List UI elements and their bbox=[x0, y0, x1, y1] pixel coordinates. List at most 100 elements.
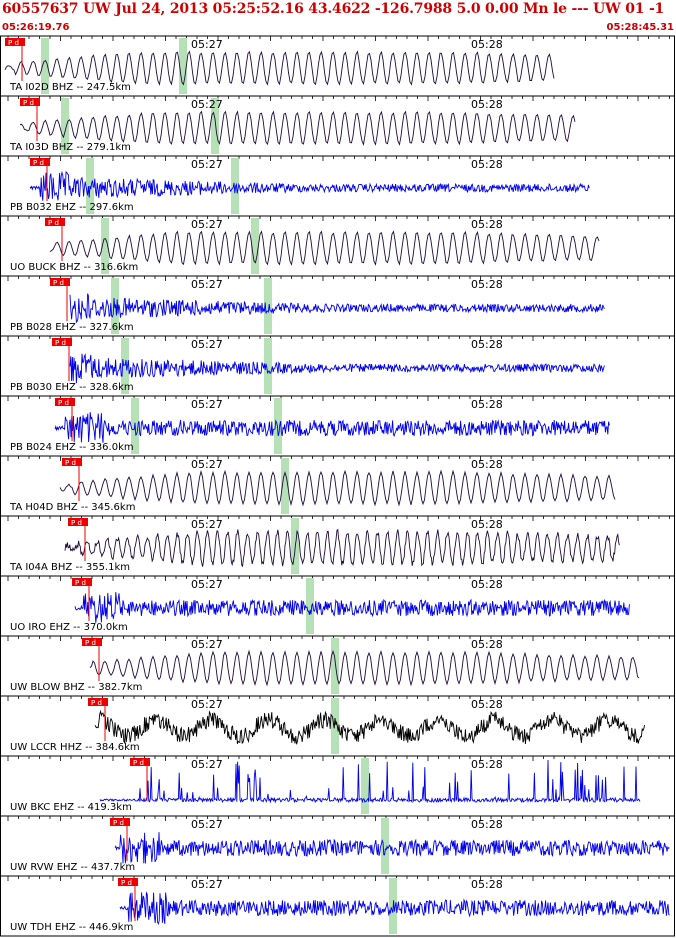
pick-box[interactable] bbox=[82, 638, 102, 646]
minute-label: 05:27 bbox=[191, 158, 223, 171]
minute-label: 05:28 bbox=[471, 878, 503, 891]
trace-panel: 05:27 05:28 P d UW BLOW BHZ -- 382.7km bbox=[0, 635, 675, 696]
window-start-time: 05:26:19.76 bbox=[2, 22, 70, 33]
phase-marker bbox=[101, 218, 109, 274]
waveform bbox=[69, 353, 605, 384]
pick-box[interactable] bbox=[45, 218, 65, 226]
trace-panel: 05:27 05:28 P d PB B028 EHZ -- 327.6km bbox=[0, 275, 675, 336]
waveform bbox=[114, 832, 670, 864]
station-label: UW BKC EHZ -- 419.3km bbox=[10, 802, 132, 813]
phase-marker bbox=[251, 218, 259, 274]
phase-marker bbox=[211, 98, 219, 154]
phase-marker bbox=[361, 758, 369, 814]
phase-marker bbox=[306, 578, 314, 634]
waveform bbox=[74, 592, 630, 623]
pick-label: P d bbox=[113, 819, 124, 827]
pick-box[interactable] bbox=[55, 398, 75, 406]
pick-label: P d bbox=[91, 699, 102, 707]
minute-label: 05:27 bbox=[191, 698, 223, 711]
phase-marker bbox=[264, 338, 272, 394]
minute-label: 05:28 bbox=[471, 758, 503, 771]
minute-label: 05:28 bbox=[471, 38, 503, 51]
minute-label: 05:28 bbox=[471, 278, 503, 291]
pick-box[interactable] bbox=[68, 518, 88, 526]
station-label: PB B024 EHZ -- 336.0km bbox=[10, 442, 134, 453]
event-header: 60557637 UW Jul 24, 2013 05:25:52.16 43.… bbox=[2, 1, 665, 17]
phase-marker bbox=[264, 278, 272, 334]
pick-label: P d bbox=[85, 639, 96, 647]
station-label: TA I04A BHZ -- 355.1km bbox=[9, 562, 130, 573]
waveform bbox=[119, 891, 670, 926]
waveform bbox=[69, 293, 605, 324]
station-label: UW BLOW BHZ -- 382.7km bbox=[10, 682, 142, 693]
station-label: PB B028 EHZ -- 327.6km bbox=[10, 322, 134, 333]
minute-label: 05:27 bbox=[191, 98, 223, 111]
station-label: TA I03D BHZ -- 279.1km bbox=[9, 142, 131, 153]
station-label: UW RVW EHZ -- 437.7km bbox=[10, 862, 135, 873]
station-label: PB B032 EHZ -- 297.6km bbox=[10, 202, 134, 213]
waveform bbox=[19, 110, 576, 146]
trace-panel: 05:27 05:28 P d TA I03D BHZ -- 279.1km bbox=[0, 95, 675, 156]
minute-label: 05:28 bbox=[471, 218, 503, 231]
phase-marker bbox=[281, 458, 289, 514]
waveform bbox=[54, 412, 610, 443]
pick-label: P d bbox=[75, 579, 86, 587]
pick-box[interactable] bbox=[110, 818, 130, 826]
station-label: PB B030 EHZ -- 328.6km bbox=[10, 382, 134, 393]
waveform bbox=[29, 170, 590, 201]
station-label: TA H04D BHZ -- 345.6km bbox=[9, 502, 135, 513]
trace-panel: 05:27 05:28 P d TA H04D BHZ -- 345.6km bbox=[0, 455, 675, 516]
phase-marker bbox=[179, 38, 187, 94]
minute-label: 05:27 bbox=[191, 278, 223, 291]
trace-panel: 05:27 05:28 P d TA I04A BHZ -- 355.1km bbox=[0, 515, 675, 576]
pick-label: P d bbox=[55, 339, 66, 347]
pick-box[interactable] bbox=[5, 38, 25, 46]
minute-label: 05:27 bbox=[191, 818, 223, 831]
trace-panel: 05:27 05:28 P d UW BKC EHZ -- 419.3km bbox=[0, 755, 675, 816]
pick-label: P d bbox=[8, 39, 19, 47]
pick-label: P d bbox=[121, 879, 132, 887]
station-label: UW LCCR HHZ -- 384.6km bbox=[10, 742, 140, 753]
trace-panel: 05:27 05:28 P d UW TDH EHZ -- 446.9km bbox=[0, 875, 675, 936]
minute-label: 05:27 bbox=[191, 578, 223, 591]
pick-box[interactable] bbox=[20, 98, 40, 106]
pick-label: P d bbox=[133, 759, 144, 767]
phase-marker bbox=[121, 338, 129, 394]
waveform bbox=[4, 50, 555, 86]
minute-label: 05:27 bbox=[191, 458, 223, 471]
trace-panel: 05:27 05:28 P d TA I02D BHZ -- 247.5km bbox=[0, 35, 675, 96]
station-label: UO IRO EHZ -- 370.0km bbox=[10, 622, 128, 633]
pick-box[interactable] bbox=[30, 158, 50, 166]
minute-label: 05:27 bbox=[191, 518, 223, 531]
minute-label: 05:28 bbox=[471, 578, 503, 591]
waveform bbox=[89, 649, 640, 687]
minute-label: 05:27 bbox=[191, 38, 223, 51]
trace-panel: 05:27 05:28 P d UO BUCK BHZ -- 316.6km bbox=[0, 215, 675, 276]
waveform bbox=[59, 469, 616, 507]
pick-box[interactable] bbox=[118, 878, 138, 886]
waveform bbox=[64, 528, 620, 568]
pick-box[interactable] bbox=[88, 698, 108, 706]
minute-label: 05:28 bbox=[471, 398, 503, 411]
pick-box[interactable] bbox=[50, 278, 70, 286]
pick-box[interactable] bbox=[62, 458, 82, 466]
minute-label: 05:27 bbox=[191, 758, 223, 771]
pick-label: P d bbox=[71, 519, 82, 527]
phase-marker bbox=[41, 38, 49, 94]
pick-box[interactable] bbox=[52, 338, 72, 346]
pick-box[interactable] bbox=[130, 758, 150, 766]
trace-panel: 05:27 05:28 P d UW RVW EHZ -- 437.7km bbox=[0, 815, 675, 876]
phase-marker bbox=[231, 158, 239, 214]
pick-box[interactable] bbox=[72, 578, 92, 586]
minute-label: 05:27 bbox=[191, 638, 223, 651]
minute-label: 05:28 bbox=[471, 338, 503, 351]
minute-label: 05:28 bbox=[471, 98, 503, 111]
minute-label: 05:28 bbox=[471, 518, 503, 531]
minute-label: 05:28 bbox=[471, 818, 503, 831]
pick-label: P d bbox=[53, 279, 64, 287]
phase-marker bbox=[61, 98, 69, 154]
trace-panel: 05:27 05:28 P d PB B024 EHZ -- 336.0km bbox=[0, 395, 675, 456]
waveform bbox=[94, 709, 646, 745]
